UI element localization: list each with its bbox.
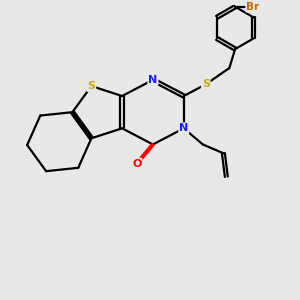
Text: O: O [132, 159, 142, 169]
Text: S: S [87, 81, 95, 91]
Text: Br: Br [246, 2, 259, 12]
Text: N: N [179, 123, 188, 133]
Text: N: N [148, 75, 158, 85]
Text: S: S [202, 79, 210, 89]
